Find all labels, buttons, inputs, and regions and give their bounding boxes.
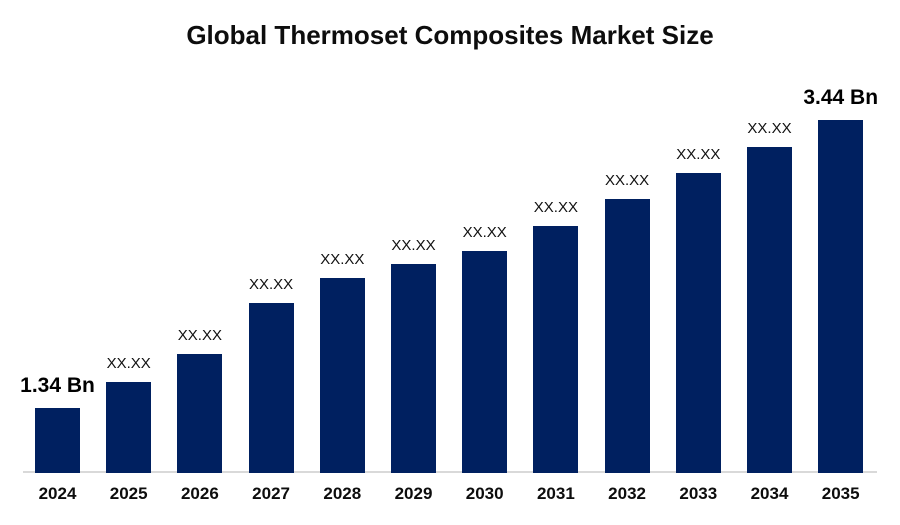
x-axis-baseline xyxy=(23,471,877,473)
value-label-2029: XX.XX xyxy=(391,237,436,254)
bar-2024 xyxy=(35,408,80,473)
bar-2031 xyxy=(533,226,579,473)
value-label-2032: XX.XX xyxy=(605,172,650,189)
value-label-2028: XX.XX xyxy=(320,251,365,268)
bar-2034 xyxy=(747,147,792,473)
bar-column-2034: XX.XX xyxy=(734,121,805,473)
bar-column-2030: XX.XX xyxy=(449,225,520,473)
bar-2035 xyxy=(818,120,864,473)
x-tick-label-2030: 2030 xyxy=(465,484,504,503)
value-label-2031: XX.XX xyxy=(533,199,578,216)
value-label-2033: XX.XX xyxy=(676,146,721,163)
x-tick-label-2026: 2026 xyxy=(180,484,219,503)
value-label-2027: XX.XX xyxy=(249,276,294,293)
x-tick-label-2025: 2025 xyxy=(109,484,148,503)
bar-2029 xyxy=(391,264,436,473)
bar-2026 xyxy=(177,354,223,473)
bar-column-2025: XX.XX xyxy=(93,356,164,473)
value-label-2035: 3.44 Bn xyxy=(803,86,879,109)
value-label-2024: 1.34 Bn xyxy=(20,374,95,397)
x-tick-label-2029: 2029 xyxy=(394,484,433,503)
x-tick-label-2028: 2028 xyxy=(323,484,362,503)
bar-2033 xyxy=(675,173,721,473)
bar-column-2026: XX.XX xyxy=(164,328,235,473)
x-tick-label-2027: 2027 xyxy=(252,484,290,503)
bar-2032 xyxy=(604,199,650,473)
bar-2030 xyxy=(462,251,508,473)
bar-column-2024: 1.34 Bn xyxy=(20,374,95,473)
bar-column-2029: XX.XX xyxy=(378,238,449,473)
value-label-2034: XX.XX xyxy=(747,120,792,137)
bar-column-2035: 3.44 Bn xyxy=(803,86,879,473)
x-tick-label-2033: 2033 xyxy=(679,484,718,503)
bar-column-2033: XX.XX xyxy=(663,147,734,473)
x-tick-label-2024: 2024 xyxy=(38,484,77,503)
x-tick-label-2032: 2032 xyxy=(608,484,646,503)
value-label-2026: XX.XX xyxy=(177,327,222,344)
bar-2028 xyxy=(319,278,365,473)
bar-column-2027: XX.XX xyxy=(236,277,307,473)
bar-2027 xyxy=(248,303,294,473)
bar-2025 xyxy=(106,382,152,473)
bar-column-2028: XX.XX xyxy=(307,252,378,473)
bar-column-2031: XX.XX xyxy=(520,200,591,473)
x-tick-label-2034: 2034 xyxy=(750,484,789,503)
value-label-2030: XX.XX xyxy=(462,224,507,241)
x-tick-label-2035: 2035 xyxy=(821,484,860,503)
value-label-2025: XX.XX xyxy=(106,355,151,372)
x-tick-label-2031: 2031 xyxy=(536,484,575,503)
chart-title: Global Thermoset Composites Market Size xyxy=(186,20,714,50)
bar-column-2032: XX.XX xyxy=(592,173,663,473)
